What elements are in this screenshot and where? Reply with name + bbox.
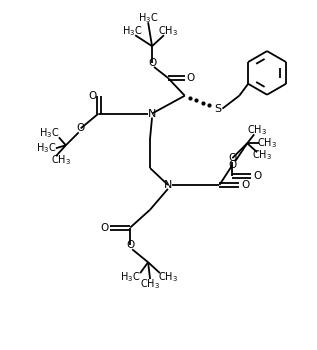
Text: S: S: [214, 104, 221, 114]
Text: CH$_3$: CH$_3$: [252, 148, 272, 162]
Text: O: O: [253, 171, 261, 181]
Text: H$_3$C: H$_3$C: [39, 126, 59, 140]
Text: CH$_3$: CH$_3$: [257, 136, 277, 150]
Text: N: N: [148, 108, 156, 119]
Text: H$_3$C: H$_3$C: [36, 141, 56, 155]
Text: O: O: [241, 180, 249, 190]
Text: O: O: [126, 240, 134, 250]
Text: CH$_3$: CH$_3$: [158, 25, 178, 38]
Text: H$_3$C: H$_3$C: [120, 270, 140, 284]
Text: O: O: [228, 153, 236, 163]
Text: H$_3$C: H$_3$C: [138, 12, 158, 25]
Text: N: N: [164, 180, 172, 190]
Text: CH$_3$: CH$_3$: [158, 270, 178, 284]
Text: O: O: [100, 223, 109, 232]
Text: O: O: [228, 160, 236, 170]
Text: O: O: [88, 91, 97, 101]
Text: CH$_3$: CH$_3$: [140, 277, 160, 291]
Text: CH$_3$: CH$_3$: [51, 153, 71, 167]
Text: CH$_3$: CH$_3$: [247, 124, 267, 137]
Text: H$_3$C: H$_3$C: [122, 25, 142, 38]
Text: O: O: [187, 73, 195, 83]
Text: O: O: [77, 124, 85, 133]
Text: O: O: [148, 58, 156, 68]
